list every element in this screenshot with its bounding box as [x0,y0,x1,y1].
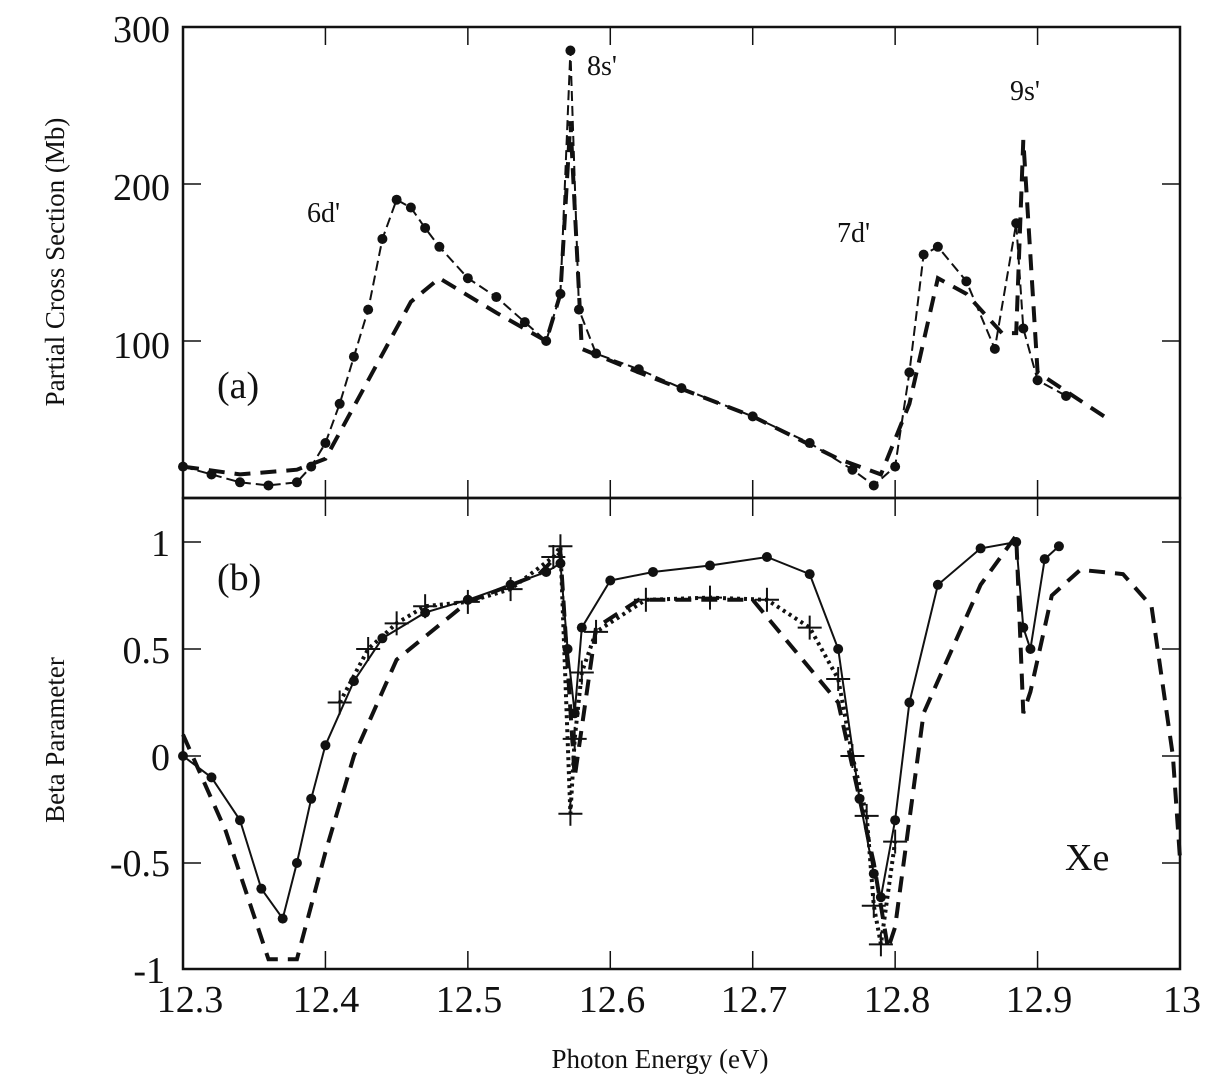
axes-frames [181,25,1182,971]
yb-tick-neg0.5: -0.5 [110,843,170,885]
x-axis-title: Photon Energy (eV) [552,1044,769,1074]
panel-label-b: (b) [217,557,261,599]
y-axis-title-a: Partial Cross Section (Mb) [40,118,70,407]
yb-tick-0: 0 [151,737,170,779]
yb-tick-neg1: -1 [133,950,165,992]
x-tick-12.4: 12.4 [293,979,360,1021]
x-tick-12.7: 12.7 [721,979,788,1021]
ya-tick-100: 100 [113,325,170,367]
series-b-1 [181,529,1182,962]
peak-label-9s: 9s' [1010,76,1040,107]
series-b-0 [182,540,1060,921]
x-tick-13: 13 [1163,979,1201,1021]
axes-frame-b [181,496,1182,971]
x-tick-12.6: 12.6 [579,979,646,1021]
ya-tick-300: 300 [113,9,170,51]
series-a-1 [182,121,1110,477]
x-tick-12.8: 12.8 [864,979,931,1021]
yb-tick-0.5: 0.5 [123,630,171,672]
element-label: Xe [1065,837,1109,879]
yb-tick-1: 1 [151,523,170,565]
x-tick-12.3: 12.3 [157,979,224,1021]
data-series [178,45,1182,962]
x-tick-12.5: 12.5 [436,979,503,1021]
ya-tick-200: 200 [113,167,170,209]
peak-label-6d: 6d' [307,198,340,229]
peak-label-7d: 7d' [837,218,870,249]
series-a-0 [182,50,1067,487]
peak-label-8s: 8s' [587,51,617,82]
panel-label-a: (a) [217,365,259,407]
x-tick-12.9: 12.9 [1006,979,1073,1021]
y-axis-title-b: Beta Parameter [40,657,70,823]
